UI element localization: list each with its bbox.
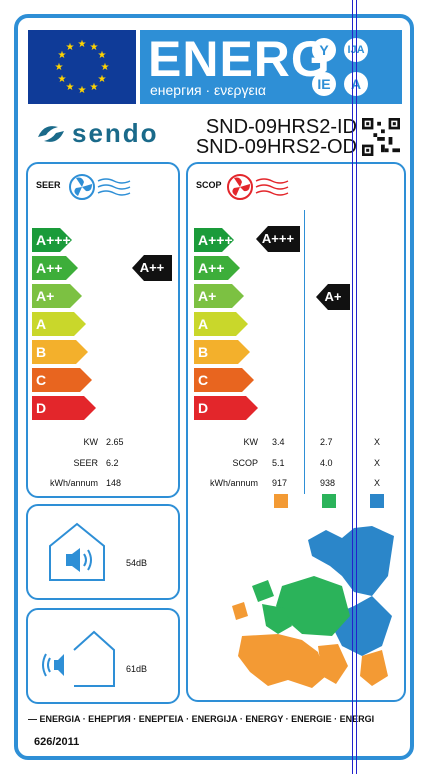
seer-seer-value: 6.2	[106, 458, 119, 468]
energy-subtitle: енергия · ενεργεια	[150, 82, 266, 98]
scop-kwh-v3: X	[374, 478, 381, 488]
scop-class-d: D	[194, 396, 258, 420]
scop-panel: SCOP	[186, 162, 406, 702]
sendo-logo-icon	[38, 125, 64, 142]
svg-text:★: ★	[78, 39, 87, 50]
seer-class-b: B	[32, 340, 88, 364]
seer-seer-label: SEER	[73, 458, 98, 468]
scop-class-c: C	[194, 368, 254, 392]
eu-flag: ★ ★ ★ ★ ★ ★ ★ ★ ★ ★ ★ ★	[28, 30, 136, 104]
seer-class-d: D	[32, 396, 96, 420]
scop-title: SCOP	[196, 180, 222, 190]
svg-text:★: ★	[98, 50, 107, 61]
brand: sendo	[36, 118, 159, 149]
cooling-fan-icon	[69, 174, 131, 200]
svg-text:★: ★	[90, 42, 99, 53]
indoor-noise-value: 54dB	[126, 558, 148, 568]
svg-text:★: ★	[58, 50, 67, 61]
scop-class-a+: A+	[194, 284, 244, 308]
scop-kwh-v2: 938	[320, 478, 336, 488]
footer-energy-text: ENERGIA · ЕНЕРГИЯ · ΕΝΕΡΓΕΙΑ · ENERGIJA …	[39, 714, 375, 724]
outdoor-speaker-house-icon	[42, 630, 115, 687]
seer-title: SEER	[36, 180, 61, 190]
seer-class-c: C	[32, 368, 92, 392]
scop-class-a: A	[194, 312, 248, 336]
qr-code	[362, 118, 400, 156]
europe-climate-map	[232, 526, 394, 688]
model-indoor: SND-09HRS2-ID	[205, 116, 357, 138]
scop-kwh-v1: 917	[272, 478, 288, 488]
scop-kw-v2: 2.7	[320, 437, 333, 447]
svg-text:★: ★	[55, 62, 64, 73]
footer-energy-line: — ENERGIA · ЕНЕРГИЯ · ΕΝΕΡΓΕΙΑ · ENERGIJ…	[28, 714, 375, 724]
scop-scop-label: SCOP	[232, 458, 258, 468]
scop-kw-label: KW	[243, 437, 259, 447]
model-outdoor: SND-09HRS2-OD	[195, 136, 357, 158]
svg-text:★: ★	[66, 82, 75, 93]
indoor-noise-panel: 54dB	[26, 504, 180, 600]
seer-kw-value: 2.65	[106, 437, 124, 447]
seer-class-a: A	[32, 312, 86, 336]
seer-panel: SEER	[26, 162, 180, 498]
seer-kw-label: KW	[83, 437, 99, 447]
scop-kwh-label: kWh/annum	[209, 478, 258, 488]
zone-warmer-swatch	[274, 494, 288, 508]
brand-name: sendo	[72, 118, 159, 148]
zone-colder-swatch	[370, 494, 384, 508]
svg-text:★: ★	[58, 74, 67, 85]
outdoor-noise-panel: 61dB	[26, 608, 180, 704]
regulation-number: 626/2011	[34, 736, 80, 748]
lang-badge-ie: IE	[312, 72, 336, 96]
scop-rating-top-tag: A+++	[256, 226, 300, 252]
scop-divider	[304, 210, 305, 494]
zone-average-swatch	[322, 494, 336, 508]
energy-word: ENERG	[148, 31, 331, 87]
scop-class-b: B	[194, 340, 250, 364]
svg-text:★: ★	[98, 74, 107, 85]
lang-badge-y: Y	[312, 38, 336, 62]
seer-class-a+: A+	[32, 284, 82, 308]
svg-text:★: ★	[78, 85, 87, 96]
seer-kwh-value: 148	[106, 478, 122, 488]
scop-scop-v1: 5.1	[272, 458, 285, 468]
scop-kw-v1: 3.4	[272, 437, 285, 447]
guide-line-right	[356, 0, 357, 774]
indoor-speaker-house-icon	[49, 522, 105, 581]
guide-line-left	[352, 0, 353, 774]
scop-scop-v2: 4.0	[320, 458, 333, 468]
scop-scop-v3: X	[374, 458, 381, 468]
heating-fan-icon	[227, 174, 289, 200]
energy-header: ENERG енергия · ενεργεια Y IJA IE A	[140, 30, 402, 104]
seer-kwh-label: kWh/annum	[49, 478, 98, 488]
svg-text:★: ★	[101, 62, 110, 73]
svg-text:★: ★	[90, 82, 99, 93]
label-frame	[14, 14, 414, 760]
svg-text:★: ★	[66, 42, 75, 53]
outdoor-noise-value: 61dB	[126, 664, 148, 674]
scop-kw-v3: X	[374, 437, 381, 447]
